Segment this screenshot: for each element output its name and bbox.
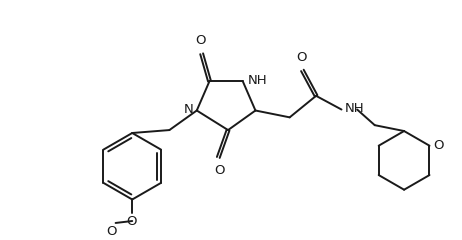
Text: N: N	[184, 103, 194, 116]
Text: NH: NH	[248, 74, 267, 87]
Text: NH: NH	[345, 102, 364, 115]
Text: O: O	[296, 51, 307, 64]
Text: O: O	[433, 139, 444, 152]
Text: O: O	[106, 225, 117, 238]
Text: O: O	[214, 164, 225, 177]
Text: O: O	[195, 34, 206, 47]
Text: O: O	[126, 215, 136, 228]
